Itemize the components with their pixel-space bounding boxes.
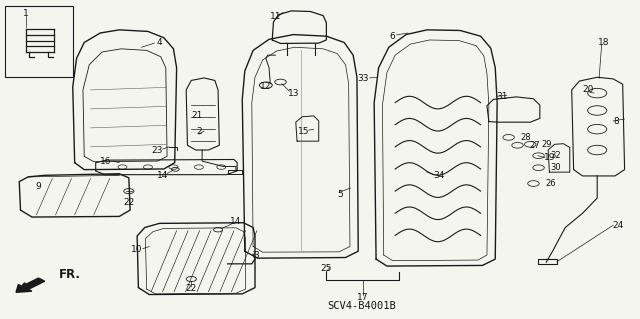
Text: 34: 34 — [433, 171, 445, 180]
Text: 31: 31 — [496, 92, 508, 101]
Text: 6: 6 — [389, 32, 395, 41]
Bar — [4, 6, 74, 77]
Text: 20: 20 — [582, 85, 593, 94]
Text: 19: 19 — [543, 153, 555, 162]
Text: 24: 24 — [612, 221, 623, 230]
Text: 4: 4 — [157, 38, 162, 47]
Text: 28: 28 — [520, 133, 531, 142]
Text: 12: 12 — [260, 82, 271, 91]
Text: 11: 11 — [269, 12, 281, 21]
Text: SCV4-B4001B: SCV4-B4001B — [327, 300, 396, 311]
Text: 25: 25 — [321, 264, 332, 273]
Text: 29: 29 — [541, 140, 552, 149]
Text: 18: 18 — [598, 38, 609, 47]
Text: 1: 1 — [23, 9, 28, 18]
Text: 22: 22 — [124, 198, 134, 207]
Text: 21: 21 — [191, 111, 203, 120]
FancyArrow shape — [16, 278, 45, 292]
Text: 27: 27 — [529, 141, 540, 150]
Text: 2: 2 — [196, 127, 202, 136]
Text: 16: 16 — [99, 157, 111, 166]
Text: 26: 26 — [545, 179, 556, 188]
Text: 5: 5 — [337, 190, 343, 199]
Text: 10: 10 — [131, 245, 143, 254]
Text: 8: 8 — [613, 117, 619, 126]
Text: 30: 30 — [550, 163, 561, 172]
Text: 17: 17 — [357, 293, 369, 301]
Text: 33: 33 — [358, 74, 369, 83]
Text: 14: 14 — [157, 171, 168, 180]
Text: FR.: FR. — [59, 268, 81, 281]
Text: 3: 3 — [253, 251, 259, 260]
Text: 9: 9 — [35, 182, 41, 191]
Text: 15: 15 — [298, 127, 310, 136]
Text: 32: 32 — [550, 151, 561, 160]
Text: 13: 13 — [287, 89, 299, 98]
Text: 14: 14 — [230, 217, 241, 226]
Text: 22: 22 — [186, 284, 197, 293]
Text: 23: 23 — [152, 145, 163, 154]
